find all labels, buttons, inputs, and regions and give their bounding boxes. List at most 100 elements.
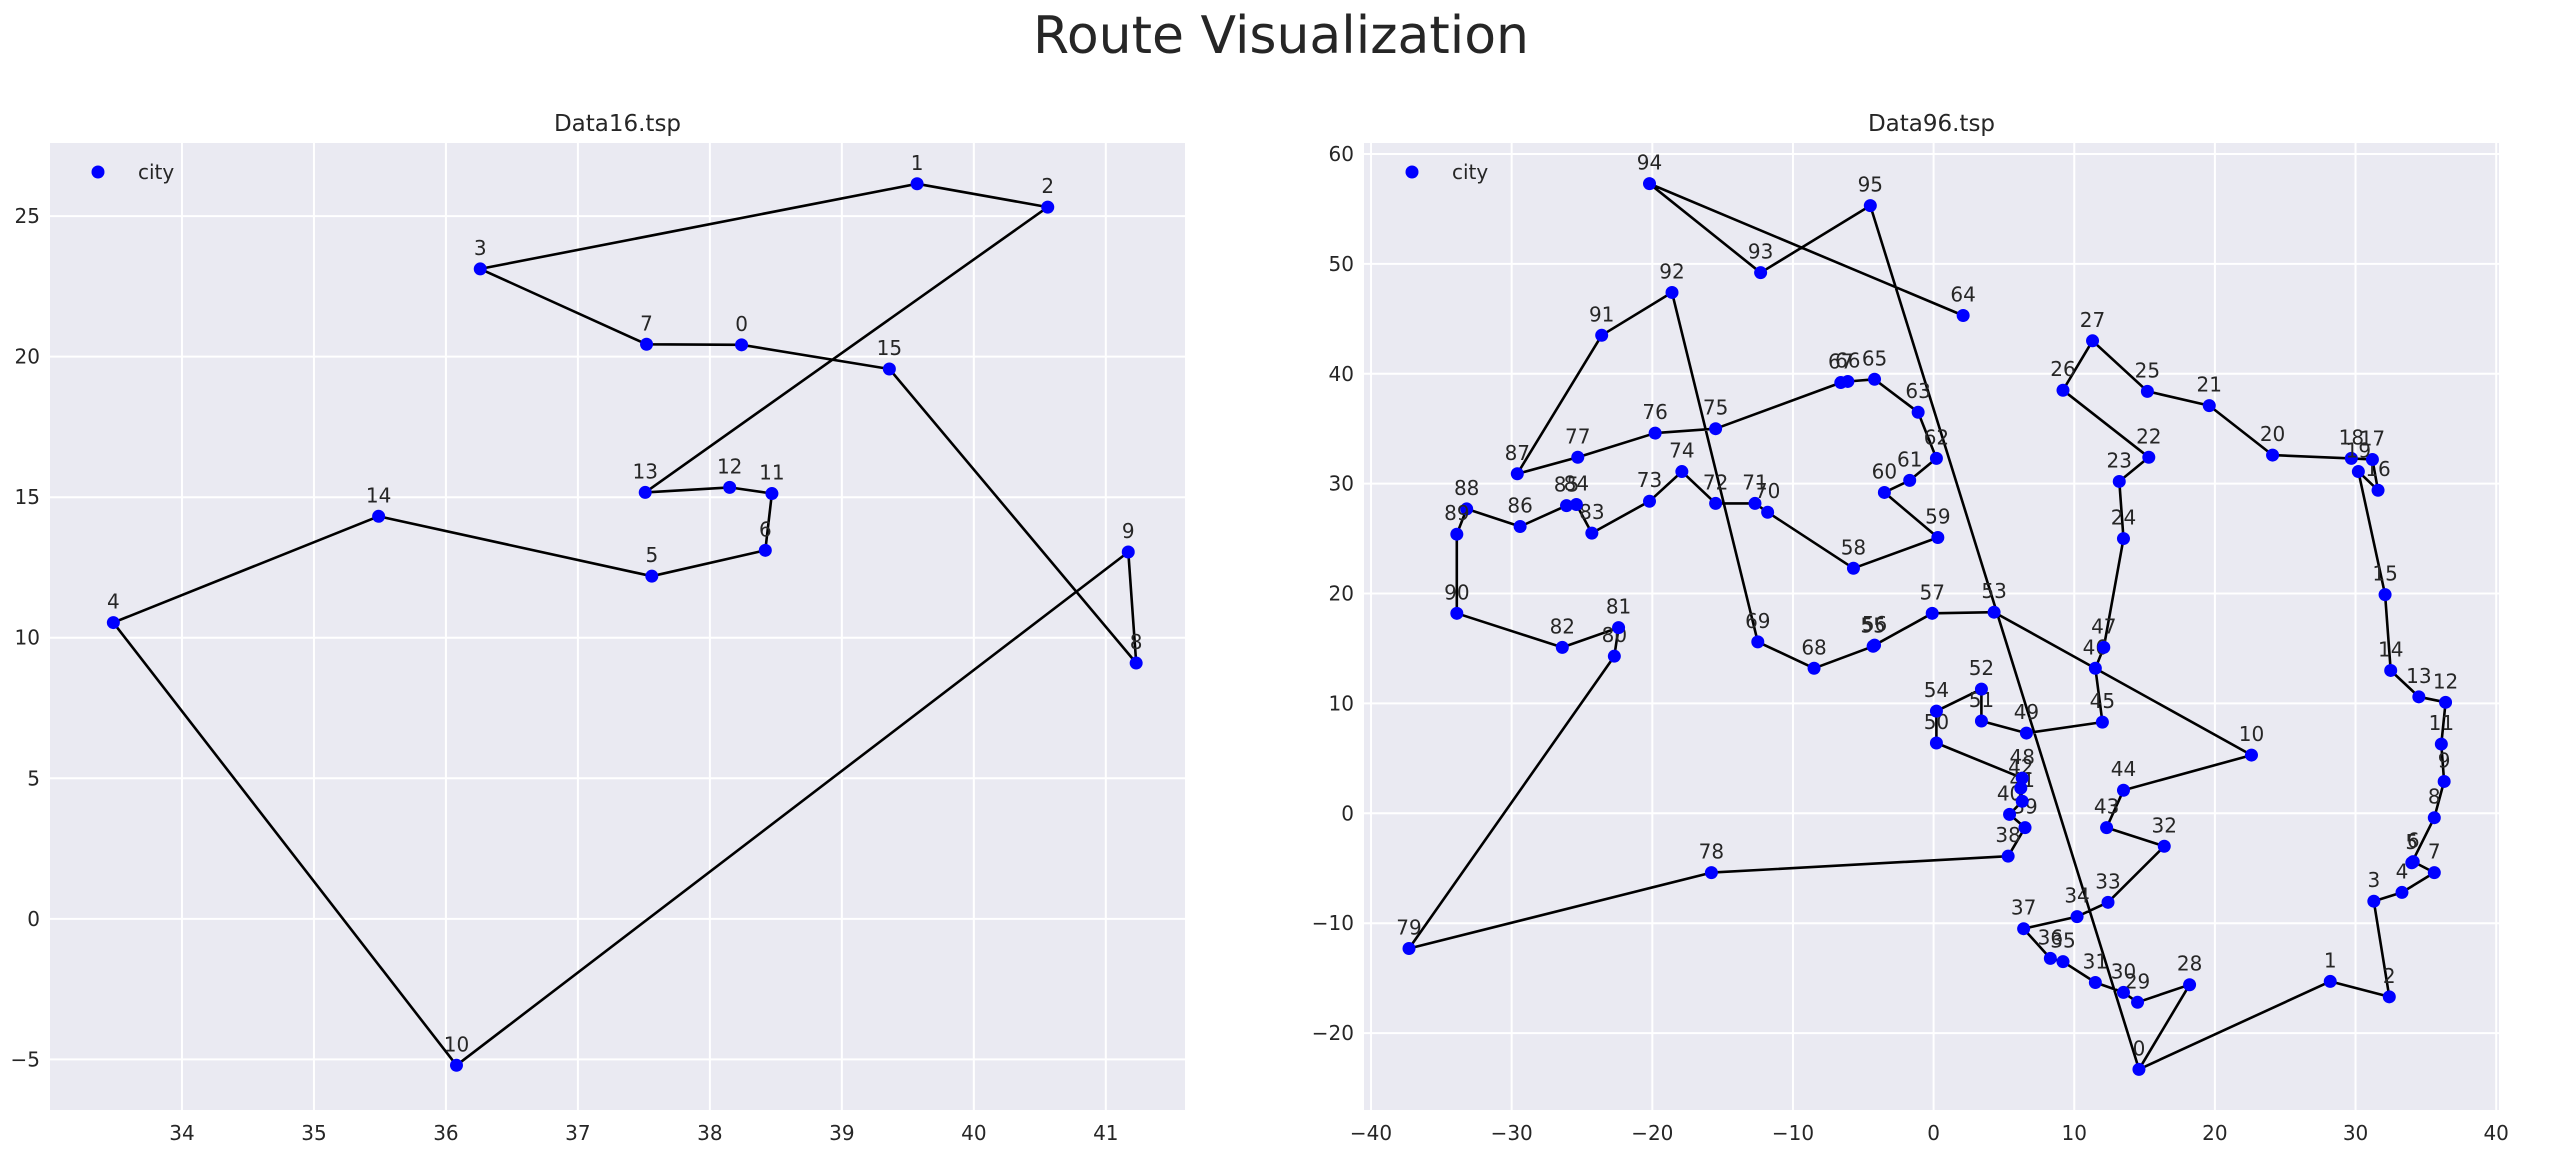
data96-city-point bbox=[2015, 771, 2029, 785]
data96-city-point bbox=[1643, 177, 1657, 191]
data16-city-point bbox=[765, 487, 779, 501]
data96-city-label: 78 bbox=[1699, 840, 1724, 864]
data96-city-point bbox=[2070, 910, 2084, 924]
data96-city-label: 91 bbox=[1589, 302, 1614, 326]
data96-city-label: 90 bbox=[1444, 580, 1469, 604]
data96-city-label: 31 bbox=[2083, 950, 2108, 974]
data96-city-label: 94 bbox=[1637, 151, 1662, 175]
data16-x-tick-label: 39 bbox=[829, 1121, 854, 1145]
data96-city-point bbox=[2427, 811, 2441, 825]
data96-city-point bbox=[1612, 621, 1626, 635]
data96-city-point bbox=[2018, 821, 2032, 835]
data96-city-label: 88 bbox=[1454, 476, 1479, 500]
data96-city-point bbox=[1569, 498, 1583, 512]
data96-city-point bbox=[1665, 285, 1679, 299]
data96-city-label: 47 bbox=[2091, 614, 2116, 638]
data96-city-point bbox=[2088, 976, 2102, 990]
data96-city-point bbox=[1929, 736, 1943, 750]
data96-city-point bbox=[1595, 328, 1609, 342]
data16-y-tick-label: 15 bbox=[15, 485, 40, 509]
data96-city-label: 73 bbox=[1637, 468, 1662, 492]
data16-x-tick-label: 37 bbox=[565, 1121, 590, 1145]
data16-city-label: 3 bbox=[474, 236, 487, 260]
data96-city-label: 12 bbox=[2433, 669, 2458, 693]
data16-city-label: 0 bbox=[735, 312, 748, 336]
data96-city-label: 62 bbox=[1924, 425, 1949, 449]
data96-city-label: 69 bbox=[1745, 609, 1770, 633]
data96-x-tick-label: 10 bbox=[2062, 1121, 2087, 1145]
data96-city-label: 87 bbox=[1505, 441, 1530, 465]
data16-y-tick-label: 10 bbox=[15, 626, 40, 650]
data96-city-label: 14 bbox=[2378, 637, 2403, 661]
data96-city-label: 71 bbox=[1742, 470, 1767, 494]
data96-city-point bbox=[2086, 334, 2100, 348]
data96-city-label: 82 bbox=[1550, 614, 1575, 638]
data96-city-point bbox=[1675, 465, 1689, 479]
data96-legend-marker bbox=[1405, 165, 1419, 179]
data96-city-label: 30 bbox=[2111, 959, 2136, 983]
data96-city-point bbox=[1929, 704, 1943, 718]
data16-city-point bbox=[645, 569, 659, 583]
data96-city-point bbox=[1846, 561, 1860, 575]
data96-city-point bbox=[1974, 714, 1988, 728]
data96-city-point bbox=[2412, 690, 2426, 704]
data96-city-label: 28 bbox=[2177, 952, 2202, 976]
data96-city-label: 45 bbox=[2090, 689, 2115, 713]
data96-city-label: 58 bbox=[1841, 535, 1866, 559]
data96-y-tick-label: 60 bbox=[1329, 142, 1354, 166]
data16-city-label: 4 bbox=[107, 590, 120, 614]
data96-city-label: 37 bbox=[2011, 896, 2036, 920]
data96-city-point bbox=[2043, 951, 2057, 965]
data16-city-label: 13 bbox=[632, 459, 657, 483]
data96-city-point bbox=[1560, 499, 1574, 513]
data96-city-point bbox=[2003, 807, 2017, 821]
data96-city-point bbox=[2097, 640, 2111, 654]
data96-y-tick-label: 20 bbox=[1329, 582, 1354, 606]
data96-city-label: 15 bbox=[2372, 562, 2397, 586]
data16-city-label: 12 bbox=[717, 454, 742, 478]
data96-city-point bbox=[1585, 526, 1599, 540]
data96-city-label: 44 bbox=[2111, 757, 2136, 781]
data96-city-point bbox=[1450, 527, 1464, 541]
data96-city-label: 1 bbox=[2324, 948, 2337, 972]
data96-city-label: 20 bbox=[2260, 422, 2285, 446]
data96-y-tick-label: 0 bbox=[1341, 801, 1354, 825]
data96-city-point bbox=[1704, 866, 1718, 880]
data96-city-point bbox=[2323, 974, 2337, 988]
data96-city-label: 25 bbox=[2135, 358, 2160, 382]
data96-city-label: 22 bbox=[2136, 424, 2161, 448]
data16-city-point bbox=[638, 485, 652, 499]
data96-city-label: 4 bbox=[2396, 859, 2409, 883]
data96-city-label: 17 bbox=[2360, 426, 2385, 450]
data96-city-point bbox=[1555, 640, 1569, 654]
data96-city-point bbox=[2439, 695, 2453, 709]
data96-city-point bbox=[1761, 505, 1775, 519]
data96-y-tick-label: 50 bbox=[1329, 252, 1354, 276]
data96-city-label: 10 bbox=[2239, 722, 2264, 746]
data96-city-point bbox=[1834, 376, 1848, 390]
data96-city-point bbox=[2088, 661, 2102, 675]
data16-x-tick-label: 40 bbox=[961, 1121, 986, 1145]
data96-city-point bbox=[1510, 467, 1524, 481]
data96-city-point bbox=[2095, 715, 2109, 729]
data96-city-label: 53 bbox=[1981, 579, 2006, 603]
data16-city-label: 15 bbox=[877, 336, 902, 360]
data16-city-label: 11 bbox=[759, 461, 784, 485]
data96-city-point bbox=[1807, 661, 1821, 675]
data96-city-point bbox=[2378, 588, 2392, 602]
data96-city-point bbox=[2014, 781, 2028, 795]
data96-city-point bbox=[1709, 422, 1723, 436]
data96-city-point bbox=[1754, 266, 1768, 280]
data96-city-label: 23 bbox=[2107, 448, 2132, 472]
data96-city-label: 60 bbox=[1872, 459, 1897, 483]
data96-plot-title: Data96.tsp bbox=[1868, 111, 1995, 137]
data96-city-point bbox=[2183, 978, 2197, 992]
data96-city-label: 32 bbox=[2152, 813, 2177, 837]
data96-city-label: 36 bbox=[2038, 925, 2063, 949]
data16-city-point bbox=[1121, 545, 1135, 559]
figure-title: Route Visualization bbox=[1033, 6, 1529, 66]
data16-city-point bbox=[723, 480, 737, 494]
data16-city-point bbox=[106, 616, 120, 630]
data96-city-label: 24 bbox=[2111, 506, 2136, 530]
data96-city-label: 7 bbox=[2428, 840, 2441, 864]
